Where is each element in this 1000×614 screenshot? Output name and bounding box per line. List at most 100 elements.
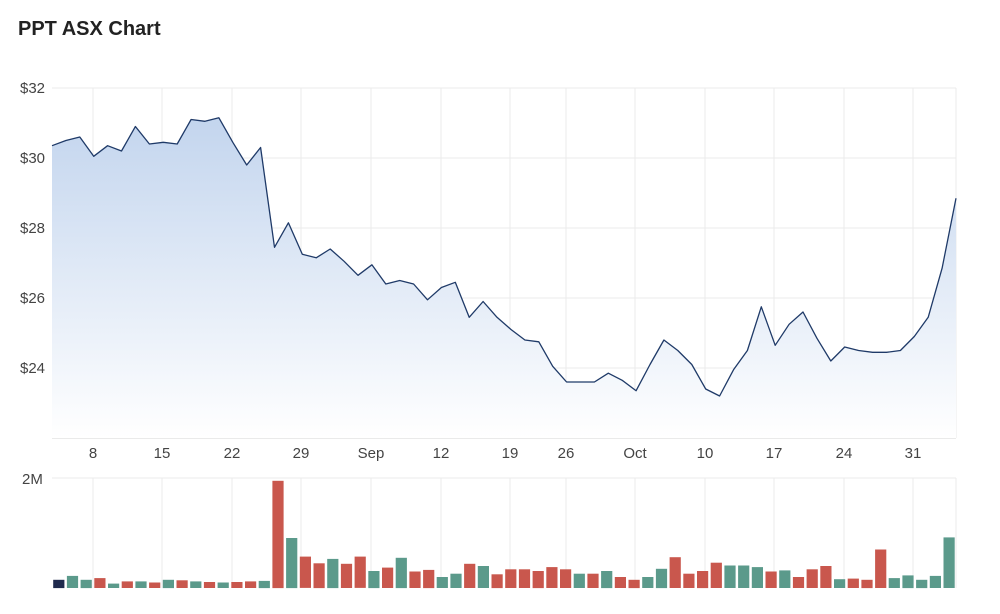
volume-bar xyxy=(614,577,626,588)
volume-bar xyxy=(888,578,900,588)
price-point xyxy=(705,388,707,390)
volume-bar xyxy=(327,558,339,589)
volume-bar xyxy=(477,566,489,588)
price-point xyxy=(580,381,582,383)
price-point xyxy=(941,267,943,269)
volume-bar xyxy=(929,575,941,588)
price-tick-label: $32 xyxy=(20,80,45,97)
volume-bar xyxy=(738,565,750,588)
price-point xyxy=(677,350,679,352)
volume-tick-label: 2M xyxy=(22,471,43,488)
price-point xyxy=(691,364,693,366)
price-point xyxy=(719,395,721,397)
volume-bar xyxy=(135,581,147,588)
volume-bar xyxy=(751,567,763,588)
price-point xyxy=(329,248,331,250)
date-tick-label: 31 xyxy=(905,445,922,462)
price-point xyxy=(385,283,387,285)
price-point xyxy=(663,339,665,341)
price-point xyxy=(399,280,401,282)
volume-bar xyxy=(149,582,161,588)
volume-bar xyxy=(382,567,394,588)
date-tick-label: 15 xyxy=(154,445,171,462)
price-tick-label: $24 xyxy=(20,360,45,377)
price-point xyxy=(788,323,790,325)
price-y-axis: $24 $26 $28 $30 $32 xyxy=(20,80,45,377)
volume-bar xyxy=(697,571,709,589)
price-point xyxy=(566,381,568,383)
price-point xyxy=(121,150,123,152)
price-point xyxy=(357,274,359,276)
volume-bar xyxy=(683,573,695,588)
date-tick-label: 19 xyxy=(502,445,519,462)
volume-bar xyxy=(53,579,65,589)
volume-bar xyxy=(354,556,366,588)
volume-bar xyxy=(847,578,859,588)
volume-bar xyxy=(820,566,832,588)
volume-bar xyxy=(272,480,284,589)
volume-bar xyxy=(943,537,955,588)
volume-bar xyxy=(642,577,654,588)
price-point xyxy=(621,379,623,381)
price-point xyxy=(552,365,554,367)
price-point xyxy=(802,311,804,313)
price-point xyxy=(315,257,317,259)
volume-bar xyxy=(395,557,407,589)
volume-bar xyxy=(66,575,79,588)
price-line xyxy=(51,117,957,397)
volume-bar xyxy=(779,570,791,588)
date-tick-label: 26 xyxy=(558,445,575,462)
price-point xyxy=(79,136,81,138)
volume-bar xyxy=(587,573,599,588)
price-point xyxy=(274,246,276,248)
price-point xyxy=(65,140,67,142)
price-point xyxy=(302,253,304,255)
date-tick-label: 22 xyxy=(224,445,241,462)
volume-bar xyxy=(258,580,270,589)
volume-bar xyxy=(834,579,846,588)
price-point xyxy=(886,351,888,353)
price-point xyxy=(747,350,749,352)
price-point xyxy=(413,283,415,285)
price-point xyxy=(455,281,457,283)
price-point xyxy=(288,222,290,224)
volume-bar xyxy=(505,569,517,588)
price-point xyxy=(538,341,540,343)
price-point xyxy=(204,120,206,122)
price-point xyxy=(816,337,818,339)
price-point xyxy=(482,301,484,303)
price-point xyxy=(635,390,637,392)
volume-bar xyxy=(436,577,448,588)
price-point xyxy=(427,299,429,301)
price-point xyxy=(927,316,929,318)
price-point xyxy=(774,344,776,346)
price-point xyxy=(246,164,248,166)
price-point xyxy=(594,381,596,383)
volume-bar xyxy=(902,575,914,589)
volume-bar xyxy=(231,582,243,588)
date-x-axis: 8 15 22 29 Sep 12 19 26 Oct 10 17 24 31 xyxy=(89,445,922,462)
date-tick-label: Oct xyxy=(623,445,647,462)
volume-bar xyxy=(368,571,380,589)
price-point xyxy=(608,372,610,374)
price-area xyxy=(52,117,956,439)
volume-bar xyxy=(423,569,435,589)
volume-bar xyxy=(108,583,120,588)
volume-bar xyxy=(190,581,202,588)
volume-bar xyxy=(861,579,873,589)
volume-bar xyxy=(560,569,572,588)
volume-bar xyxy=(162,579,174,589)
price-point xyxy=(343,260,345,262)
date-tick-label: 12 xyxy=(433,445,450,462)
volume-bar xyxy=(203,582,216,588)
volume-bar xyxy=(628,579,640,589)
price-tick-label: $26 xyxy=(20,290,45,307)
volume-bar xyxy=(286,538,298,589)
price-point xyxy=(900,350,902,352)
volume-bar xyxy=(176,580,188,588)
volume-plot xyxy=(53,480,955,589)
price-point xyxy=(176,143,178,145)
price-point xyxy=(760,306,762,308)
price-point xyxy=(93,155,95,157)
